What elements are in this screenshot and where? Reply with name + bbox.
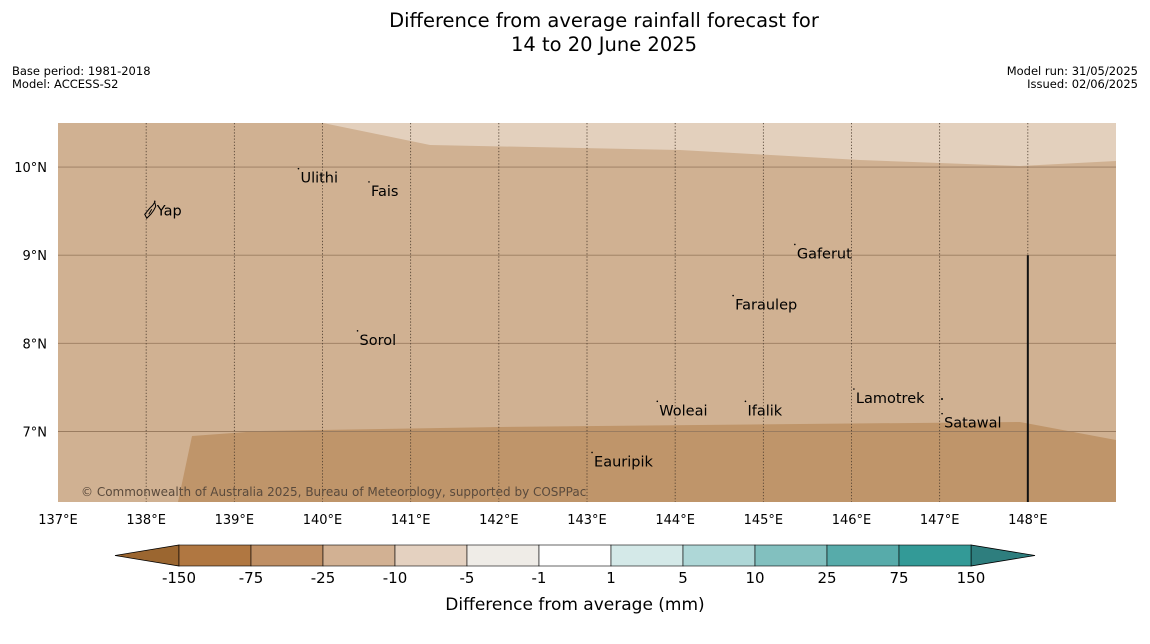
colorbar-tick-label: -25 bbox=[311, 569, 336, 587]
place-label: Satawal bbox=[944, 416, 1001, 432]
longitude-tick-label: 148°E bbox=[1008, 513, 1048, 528]
meta-right: Model run: 31/05/2025 Issued: 02/06/2025 bbox=[1007, 65, 1138, 91]
island-marker bbox=[941, 412, 943, 415]
colorbar-tick-label: -75 bbox=[239, 569, 264, 587]
place-label: Gaferut bbox=[797, 246, 852, 262]
colorbar: -150 -75 -25 -10 -5 -1 1 5 10 25 75 150 Difference f… bbox=[114, 544, 1036, 615]
title-line-1: Difference from average rainfall forecas… bbox=[389, 9, 819, 32]
island-marker bbox=[297, 167, 300, 170]
longitude-tick-label: 144°E bbox=[655, 513, 695, 528]
colorbar-tick-label: 75 bbox=[889, 569, 908, 587]
island-marker bbox=[656, 400, 659, 403]
colorbar-tick-label: -150 bbox=[162, 569, 196, 587]
islet-marker bbox=[941, 398, 943, 400]
dark-band-region bbox=[178, 422, 1116, 502]
longitude-tick-label: 141°E bbox=[391, 513, 431, 528]
place-label: Woleai bbox=[659, 403, 707, 419]
colorbar-tick-label: 5 bbox=[678, 569, 688, 587]
colorbar-tick-label: 150 bbox=[957, 569, 986, 587]
longitude-tick-label: 142°E bbox=[479, 513, 519, 528]
colorbar-segment bbox=[178, 544, 252, 567]
latitude-tick-label: 9°N bbox=[23, 249, 48, 264]
colorbar-tick-label: 10 bbox=[745, 569, 764, 587]
issued-text: Issued: 02/06/2025 bbox=[1027, 77, 1138, 91]
longitude-tick-label: 146°E bbox=[832, 513, 872, 528]
place-label: Eauripik bbox=[594, 454, 653, 470]
island-marker bbox=[794, 243, 796, 246]
meta-left: Base period: 1981-2018 Model: ACCESS-S2 bbox=[12, 65, 151, 91]
colorbar-segment bbox=[322, 544, 396, 567]
colorbar-tick-label: -5 bbox=[460, 569, 475, 587]
colorbar-low-extension bbox=[114, 544, 180, 567]
model-text: Model: ACCESS-S2 bbox=[12, 77, 119, 91]
longitude-tick-label: 140°E bbox=[303, 513, 343, 528]
latitude-tick-label: 10°N bbox=[14, 161, 47, 176]
colorbar-segment bbox=[466, 544, 540, 567]
island-marker bbox=[368, 181, 370, 183]
colorbar-segment bbox=[394, 544, 468, 567]
longitude-tick-label: 137°E bbox=[38, 513, 78, 528]
title-line-2: 14 to 20 June 2025 bbox=[510, 33, 698, 56]
place-label: Sorol bbox=[360, 333, 397, 349]
longitude-tick-label: 139°E bbox=[215, 513, 255, 528]
longitude-tick-label: 138°E bbox=[126, 513, 166, 528]
colorbar-high-extension bbox=[970, 544, 1036, 567]
colorbar-segment bbox=[682, 544, 756, 567]
map-area: 10°N 9°N 8°N 7°N 137°E 138°E 139°E 140°E 141°E 14… bbox=[14, 123, 1116, 528]
place-label: Fais bbox=[371, 184, 398, 200]
colorbar-segment bbox=[610, 544, 684, 567]
island-marker bbox=[853, 388, 855, 390]
latitude-tick-label: 8°N bbox=[23, 337, 48, 352]
colorbar-segment bbox=[898, 544, 972, 567]
island-marker bbox=[744, 400, 747, 403]
island-marker bbox=[356, 330, 359, 332]
yap-island-icon bbox=[144, 201, 157, 220]
model-run-text: Model run: 31/05/2025 bbox=[1006, 64, 1138, 78]
colorbar-segment bbox=[250, 544, 324, 567]
light-band-region bbox=[323, 123, 1116, 166]
longitude-tick-label: 147°E bbox=[920, 513, 960, 528]
colorbar-segment bbox=[754, 544, 828, 567]
latitude-tick-label: 7°N bbox=[23, 425, 48, 440]
place-label: Ulithi bbox=[300, 171, 338, 187]
colorbar-title: Difference from average (mm) bbox=[445, 595, 704, 615]
map-title: Difference from average rainfall forecas… bbox=[0, 9, 1150, 57]
place-label: Faraulep bbox=[735, 298, 797, 314]
place-label: Ifalik bbox=[747, 403, 782, 419]
colorbar-tick-label: -1 bbox=[532, 569, 547, 587]
base-period-text: Base period: 1981-2018 bbox=[12, 64, 151, 78]
colorbar-segment bbox=[826, 544, 900, 567]
island-marker bbox=[153, 200, 156, 203]
longitude-tick-label: 145°E bbox=[744, 513, 784, 528]
colorbar-tick-label: 1 bbox=[606, 569, 616, 587]
place-label: Lamotrek bbox=[856, 391, 925, 407]
longitude-tick-label: 143°E bbox=[567, 513, 607, 528]
island-marker bbox=[591, 451, 593, 454]
place-label: Yap bbox=[156, 203, 182, 219]
colorbar-tick-label: -10 bbox=[383, 569, 408, 587]
island-marker bbox=[732, 294, 734, 297]
colorbar-tick-label: 25 bbox=[817, 569, 836, 587]
colorbar-segment bbox=[538, 544, 612, 567]
copyright-credit: © Commonwealth of Australia 2025, Bureau… bbox=[81, 485, 586, 499]
